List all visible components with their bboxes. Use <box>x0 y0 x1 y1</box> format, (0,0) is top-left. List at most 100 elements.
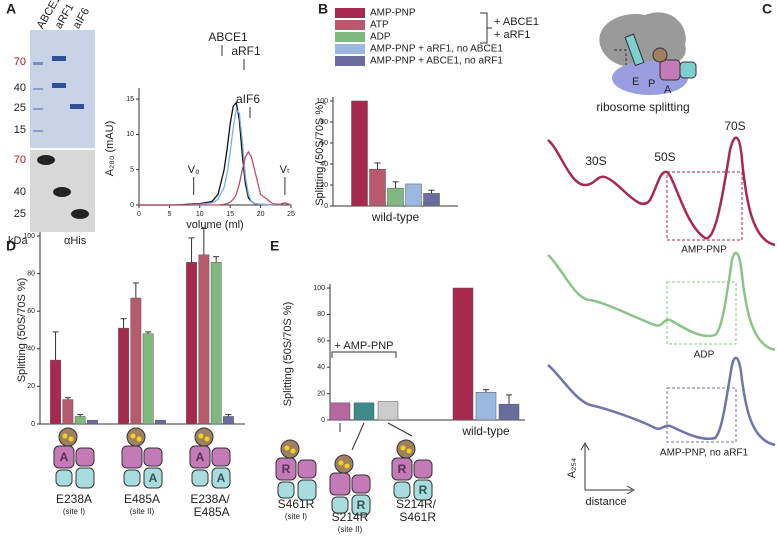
x-tick-label: 20 <box>257 211 265 218</box>
y-axis-label: Splitting (50S/70S %) <box>314 101 326 206</box>
panel-label: C <box>762 1 772 17</box>
legend-bracket <box>480 12 492 44</box>
guide-box <box>666 281 737 345</box>
bar <box>377 401 399 421</box>
peak-label: 30S <box>585 154 606 168</box>
marker-label: 70 <box>14 154 26 166</box>
bar <box>118 327 129 425</box>
cartoon-part <box>280 439 300 459</box>
cartoon-part <box>198 433 204 439</box>
bar <box>223 416 234 425</box>
cartoon-letter: A <box>196 450 205 464</box>
legend-group: + ABCE1 <box>494 16 539 28</box>
bar <box>475 392 497 421</box>
cartoon-part <box>396 439 416 459</box>
cartoon-part <box>400 445 406 451</box>
y-axis-label: A₂₈₀ (mAU) <box>104 121 116 177</box>
legend-swatch <box>335 20 365 30</box>
cartoon-part <box>62 433 68 439</box>
trace <box>547 356 776 447</box>
bar <box>452 287 474 421</box>
cartoon-part <box>143 447 163 467</box>
site-label: A <box>664 84 672 96</box>
cartoon-part <box>393 481 411 499</box>
panel-label: D <box>6 238 16 254</box>
cartoon-letter: R <box>398 462 407 476</box>
trace-label: AMP-PNP <box>681 245 727 256</box>
axis-label: A₂₅₄ <box>566 457 578 478</box>
y-tick-label: 80 <box>317 311 325 318</box>
legend-label: AMP-PNP + ABCE1, no aRF1 <box>370 56 503 67</box>
line <box>139 101 292 206</box>
cartoon-part <box>277 481 295 499</box>
category-note: (site I) <box>285 512 308 521</box>
trace <box>547 136 776 247</box>
bar <box>351 100 368 207</box>
axis-label: distance <box>586 496 627 508</box>
unit-label: kDa <box>8 235 28 247</box>
cartoon-part <box>297 459 317 479</box>
cartoon-part <box>211 467 231 489</box>
cartoon-letter: A <box>149 471 158 485</box>
series-label: aIF6 <box>236 92 260 106</box>
cartoon-letter: R <box>419 483 428 497</box>
site-label: E <box>632 76 639 88</box>
cartoon-part <box>130 433 136 439</box>
cartoon-part <box>284 445 290 451</box>
legend-label: ADP <box>370 32 391 43</box>
cartoon-part <box>297 479 317 501</box>
y-tick-label: 100 <box>316 98 328 105</box>
legend-label: AMP-PNP <box>370 8 416 19</box>
y-tick-label: 60 <box>27 308 35 315</box>
y-axis-label: Splitting (50S/70S %) <box>282 302 294 407</box>
cartoon-part <box>58 427 78 447</box>
marker-label: 70 <box>14 56 26 68</box>
bar <box>423 193 440 207</box>
cartoon-letter: A <box>60 450 69 464</box>
cartoon-part <box>191 469 209 487</box>
panel-label: E <box>270 238 279 254</box>
category-label: E485A <box>124 492 160 506</box>
x-tick-label: 0 <box>137 211 141 218</box>
y-tick-label: 100 <box>313 285 325 292</box>
trace-label: ADP <box>694 350 715 361</box>
bar <box>329 402 351 421</box>
x-tick-label: 5 <box>167 211 171 218</box>
y-tick-label: 40 <box>320 161 328 168</box>
trace <box>547 251 776 352</box>
cartoon-part <box>189 445 211 469</box>
cartoon-part <box>344 463 350 469</box>
marker-label: 15 <box>14 124 26 136</box>
bar <box>74 416 86 425</box>
y-tick-label: 15 <box>126 96 134 103</box>
guide-box <box>666 387 737 443</box>
cartoon-part <box>123 469 141 487</box>
bar <box>498 403 520 421</box>
cartoon-part <box>413 459 433 479</box>
y-tick-label: 10 <box>126 131 134 138</box>
cartoon-part <box>275 457 297 481</box>
category-label: E238A/ E485A <box>190 492 230 519</box>
category-label: S461R <box>278 497 315 511</box>
cartoon-part <box>121 445 143 469</box>
cartoon-part <box>75 447 95 467</box>
y-tick-label: 20 <box>320 182 328 189</box>
cartoon-part <box>329 472 351 496</box>
guide-box <box>666 171 743 241</box>
bracket-label: + AMP-PNP <box>335 340 394 352</box>
line <box>139 108 292 206</box>
series-label: aRF1 <box>231 44 261 58</box>
category-note: (site II) <box>130 507 155 516</box>
cartoon-part <box>331 496 349 514</box>
cartoon-part <box>204 436 210 442</box>
series-label: ABCE1 <box>208 30 248 44</box>
cartoon-part <box>406 448 412 454</box>
bar <box>405 183 422 207</box>
trace-label: AMP-PNP, no aRF1 <box>660 448 749 459</box>
category-note: (site II) <box>338 525 363 534</box>
category-label: wild-type <box>461 424 510 438</box>
annotation: Vₜ <box>280 164 291 176</box>
ribosome-cartoon <box>599 12 697 95</box>
category-label: S214R <box>332 510 369 524</box>
